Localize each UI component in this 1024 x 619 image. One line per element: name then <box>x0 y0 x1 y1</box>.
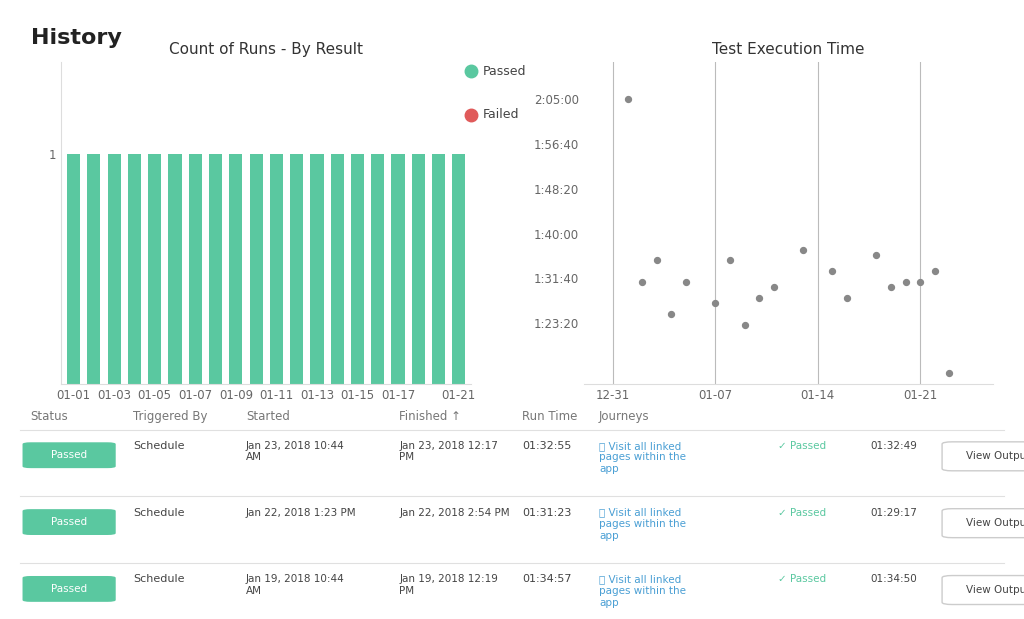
Text: ✓ Passed: ✓ Passed <box>778 508 826 517</box>
Bar <box>351 154 365 384</box>
Text: View Output: View Output <box>967 451 1024 461</box>
Text: Run Time: Run Time <box>522 410 578 423</box>
Text: Schedule: Schedule <box>133 441 184 451</box>
Text: Jan 23, 2018 10:44
AM: Jan 23, 2018 10:44 AM <box>246 441 344 462</box>
Point <box>883 282 899 292</box>
Bar <box>331 154 344 384</box>
Text: 01:34:50: 01:34:50 <box>870 574 918 584</box>
Bar <box>168 154 181 384</box>
Bar <box>432 154 445 384</box>
Bar <box>269 154 283 384</box>
Text: Jan 22, 2018 2:54 PM: Jan 22, 2018 2:54 PM <box>399 508 510 517</box>
Bar <box>188 154 202 384</box>
Point <box>927 266 943 276</box>
Bar <box>67 154 80 384</box>
Text: Triggered By: Triggered By <box>133 410 208 423</box>
Text: 01:32:49: 01:32:49 <box>870 441 918 451</box>
Text: Started: Started <box>246 410 290 423</box>
Text: Schedule: Schedule <box>133 508 184 517</box>
Point <box>766 282 782 292</box>
Point <box>868 250 885 260</box>
Bar <box>290 154 303 384</box>
Text: 01:31:23: 01:31:23 <box>522 508 571 517</box>
Bar <box>250 154 263 384</box>
Text: Status: Status <box>31 410 69 423</box>
Point <box>824 266 841 276</box>
Point <box>648 256 665 266</box>
Bar <box>229 154 243 384</box>
Point <box>912 277 929 287</box>
Text: Jan 19, 2018 10:44
AM: Jan 19, 2018 10:44 AM <box>246 574 344 596</box>
Text: Passed: Passed <box>51 584 87 594</box>
Bar <box>148 154 162 384</box>
Text: 01:29:17: 01:29:17 <box>870 508 918 517</box>
Point <box>751 293 767 303</box>
Text: Passed: Passed <box>51 517 87 527</box>
Bar <box>128 154 141 384</box>
Text: View Output: View Output <box>967 518 1024 528</box>
Text: Passed: Passed <box>483 64 526 78</box>
Text: 01:32:55: 01:32:55 <box>522 441 571 451</box>
Text: Jan 23, 2018 12:17
PM: Jan 23, 2018 12:17 PM <box>399 441 499 462</box>
Text: 📄 Visit all linked
pages within the
app: 📄 Visit all linked pages within the app <box>599 441 686 474</box>
Bar <box>412 154 425 384</box>
Point <box>941 368 957 378</box>
Bar <box>310 154 324 384</box>
FancyBboxPatch shape <box>942 442 1024 471</box>
Text: Schedule: Schedule <box>133 574 184 584</box>
Text: Jan 22, 2018 1:23 PM: Jan 22, 2018 1:23 PM <box>246 508 356 517</box>
Text: ✓ Passed: ✓ Passed <box>778 574 826 584</box>
Text: Finished ↑: Finished ↑ <box>399 410 462 423</box>
Bar <box>453 154 466 384</box>
Point <box>897 277 913 287</box>
Text: 📄 Visit all linked
pages within the
app: 📄 Visit all linked pages within the app <box>599 574 686 608</box>
Bar <box>391 154 404 384</box>
Text: Passed: Passed <box>51 450 87 460</box>
Text: Failed: Failed <box>483 108 519 121</box>
Point <box>620 95 636 105</box>
Text: Journeys: Journeys <box>599 410 649 423</box>
Text: Jan 19, 2018 12:19
PM: Jan 19, 2018 12:19 PM <box>399 574 499 596</box>
Point <box>664 309 680 319</box>
Point <box>839 293 855 303</box>
FancyBboxPatch shape <box>942 576 1024 605</box>
Point <box>795 245 811 254</box>
FancyBboxPatch shape <box>23 576 116 602</box>
Point <box>678 277 694 287</box>
Bar <box>209 154 222 384</box>
Bar <box>87 154 100 384</box>
Bar <box>108 154 121 384</box>
Text: History: History <box>31 28 122 48</box>
Point <box>736 320 753 330</box>
FancyBboxPatch shape <box>942 509 1024 538</box>
Point <box>722 256 738 266</box>
Text: ✓ Passed: ✓ Passed <box>778 441 826 451</box>
Text: 01:34:57: 01:34:57 <box>522 574 571 584</box>
Point <box>708 298 724 308</box>
Text: View Output: View Output <box>967 585 1024 595</box>
Bar <box>371 154 384 384</box>
Point <box>634 277 650 287</box>
Title: Test Execution Time: Test Execution Time <box>713 41 864 56</box>
FancyBboxPatch shape <box>23 443 116 468</box>
Title: Count of Runs - By Result: Count of Runs - By Result <box>169 41 364 56</box>
FancyBboxPatch shape <box>23 509 116 535</box>
Text: 📄 Visit all linked
pages within the
app: 📄 Visit all linked pages within the app <box>599 508 686 541</box>
